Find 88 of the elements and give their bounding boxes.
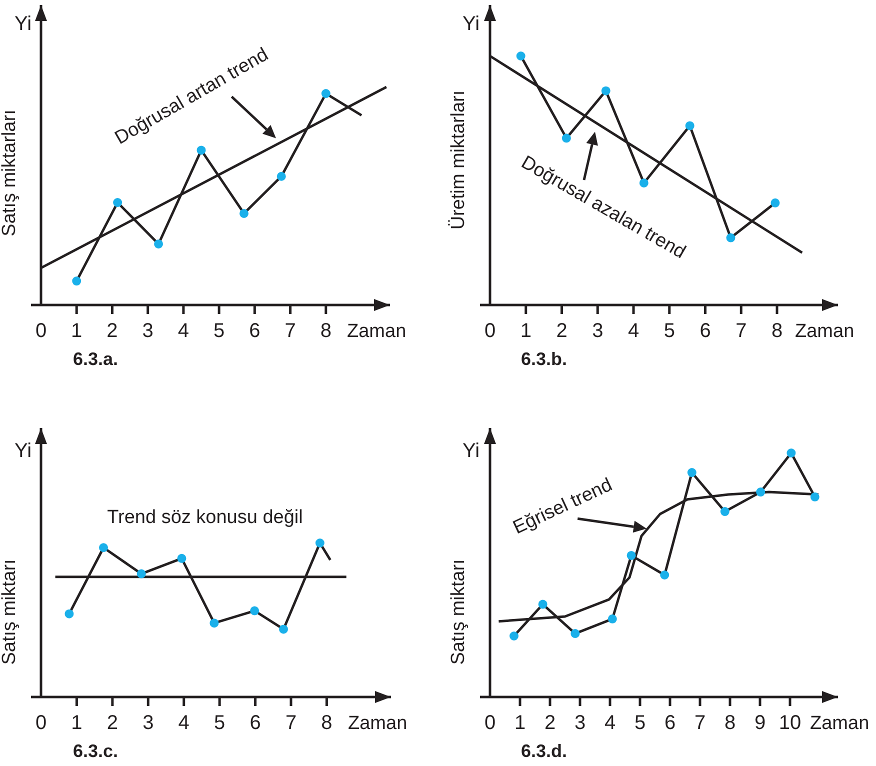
- point: [601, 86, 610, 96]
- text: Yi: [462, 440, 480, 462]
- x-tick-label: 4: [628, 320, 640, 342]
- point: [639, 178, 648, 188]
- text: Yi: [14, 13, 32, 35]
- x-tick-label: 4: [178, 320, 190, 342]
- point: [113, 198, 122, 208]
- x-tick-label: 6: [250, 712, 261, 734]
- x-tick-label: 5: [214, 712, 226, 734]
- x-axis-title: Zaman: [347, 321, 406, 342]
- point: [279, 624, 288, 634]
- x-tick-label: 2: [106, 320, 118, 342]
- x-tick-label: 0: [35, 320, 47, 342]
- point: [538, 600, 548, 609]
- x-tick-label: 4: [604, 712, 616, 734]
- y-axis-title: Satış miktarları: [0, 110, 20, 236]
- x-tick-label: 1: [514, 712, 526, 734]
- x-tick-label: 5: [664, 320, 675, 342]
- point: [720, 507, 730, 516]
- point: [626, 550, 636, 560]
- point: [562, 134, 571, 143]
- x-tick-label: 3: [574, 712, 586, 734]
- x-tick-label: 2: [556, 320, 568, 342]
- x-tick-label: 5: [214, 320, 225, 342]
- point: [516, 52, 526, 60]
- point: [276, 172, 286, 181]
- point: [154, 239, 164, 248]
- x-tick-label: 8: [724, 712, 736, 734]
- text: 6.3.d.: [521, 741, 568, 761]
- point: [64, 609, 74, 618]
- point: [315, 538, 324, 548]
- point: [196, 146, 206, 155]
- y-axis-title: Üretim miktarları: [448, 90, 469, 230]
- x-tick-label: 6: [700, 320, 711, 342]
- text: 6.3.b.: [521, 349, 568, 369]
- x-tick-label: 1: [71, 712, 82, 734]
- x-tick-label: 7: [736, 320, 747, 342]
- y-axis-title: Satış miktarı: [448, 559, 469, 665]
- point: [660, 570, 670, 580]
- point: [239, 208, 248, 218]
- point: [250, 606, 260, 616]
- y-axis-title: Satış miktarı: [0, 559, 20, 665]
- x-tick-label: 7: [284, 320, 296, 342]
- x-tick-label: 10: [778, 712, 802, 734]
- x-tick-label: 1: [71, 320, 82, 342]
- x-tick-label: 6: [664, 712, 676, 734]
- x-tick-label: 6: [249, 320, 260, 342]
- point: [570, 629, 580, 638]
- point: [321, 89, 330, 98]
- x-tick-label: 7: [285, 712, 297, 734]
- x-tick-label: 8: [321, 712, 332, 734]
- x-tick-label: 5: [634, 712, 646, 734]
- point: [210, 618, 219, 628]
- x-tick-label: 7: [694, 712, 706, 734]
- point: [510, 632, 518, 640]
- x-tick-label: 9: [754, 712, 766, 734]
- point: [177, 554, 186, 563]
- text: 6.3.a.: [73, 349, 118, 369]
- point: [770, 198, 780, 208]
- x-tick-label: 0: [35, 712, 47, 734]
- point: [72, 276, 82, 286]
- point: [756, 488, 766, 497]
- text: Trend söz konusu değil: [107, 507, 303, 528]
- text: 6.3.c.: [73, 741, 118, 761]
- point: [810, 492, 820, 502]
- x-tick-label: 3: [142, 712, 154, 734]
- point: [99, 543, 108, 552]
- point: [685, 121, 694, 130]
- x-tick-label: 8: [771, 320, 783, 342]
- x-tick-label: 1: [520, 320, 532, 342]
- text: Yi: [14, 440, 32, 462]
- x-tick-label: 4: [178, 712, 190, 734]
- x-tick-label: 3: [142, 320, 154, 342]
- x-tick-label: 3: [592, 320, 604, 342]
- point: [608, 614, 617, 624]
- point: [136, 569, 146, 578]
- x-tick-label: 8: [320, 320, 332, 342]
- x-axis-title: Zaman: [348, 713, 408, 734]
- x-tick-label: 2: [544, 712, 556, 734]
- point: [726, 233, 736, 242]
- x-axis-title: Zaman: [795, 321, 854, 342]
- x-tick-label: 0: [484, 320, 496, 342]
- point: [687, 468, 696, 478]
- x-tick-label: 2: [106, 712, 118, 734]
- point: [786, 448, 796, 458]
- text: Yi: [462, 13, 480, 35]
- x-axis-title: Zaman: [810, 713, 870, 734]
- x-tick-label: 0: [484, 712, 496, 734]
